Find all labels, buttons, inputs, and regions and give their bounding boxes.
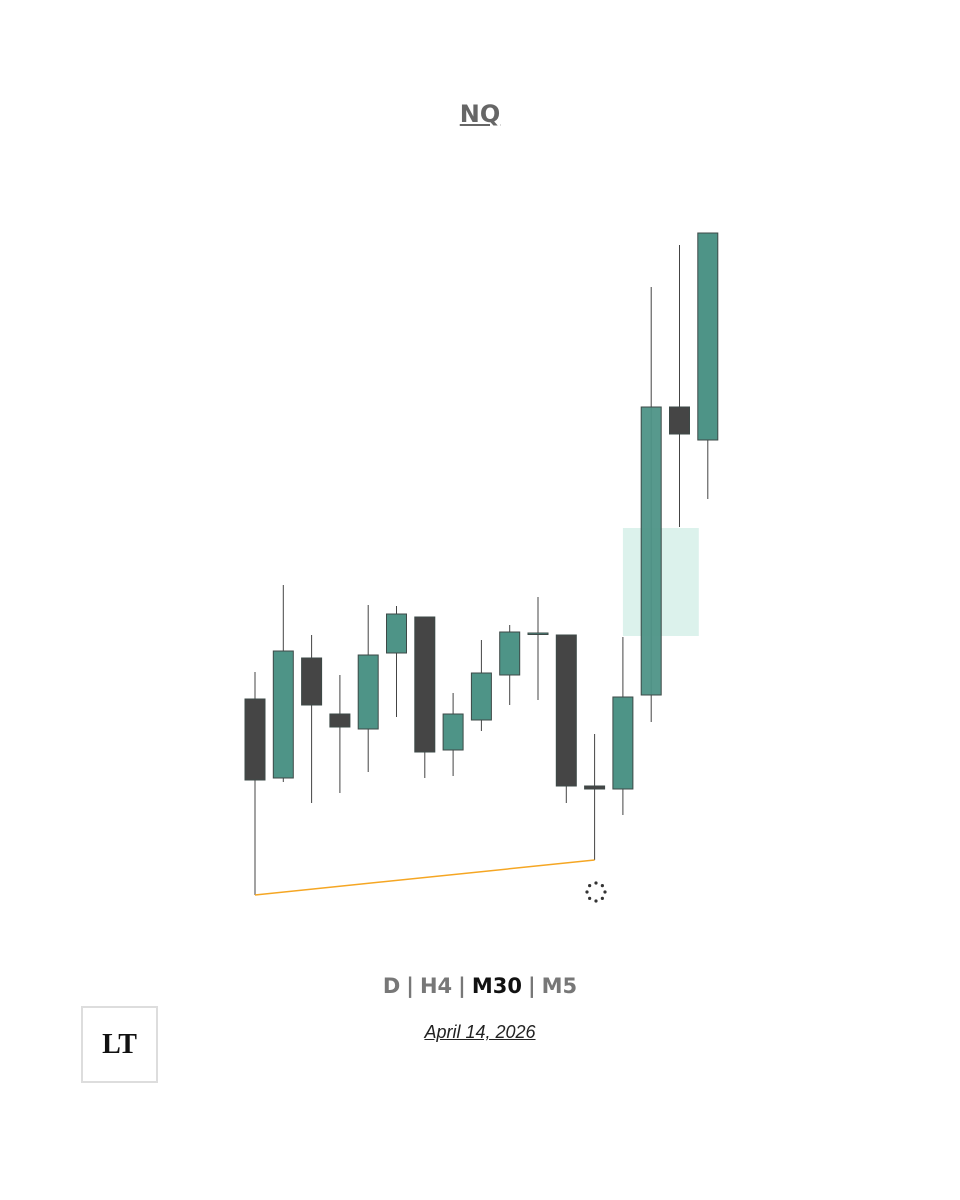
separator: | (458, 974, 466, 998)
spinner-dot (600, 884, 604, 888)
candle-body (499, 631, 521, 676)
candle-body (272, 650, 294, 779)
candle-body (555, 634, 577, 787)
timeframe[interactable]: M5 (541, 974, 578, 998)
candle-body (244, 698, 266, 781)
candle-body (697, 232, 719, 441)
spinner-dot (585, 890, 589, 894)
candle-body (640, 406, 662, 696)
chart-title: NQ (459, 100, 501, 128)
spinner-dot (603, 890, 607, 894)
candle-body (612, 696, 634, 790)
candle-body (584, 785, 606, 790)
spinner-dot (594, 899, 598, 903)
candle-body (414, 616, 436, 753)
candle-body (527, 632, 549, 635)
candle-body (301, 657, 323, 706)
spinner-dot (588, 884, 592, 888)
logo: LT (81, 1006, 158, 1083)
candle-body (357, 654, 379, 730)
separator: | (406, 974, 414, 998)
spinner-dot (588, 896, 592, 900)
timeframe-selector: D | H4 | M30 | M5 (0, 974, 960, 998)
candle-body (470, 672, 492, 721)
timeframe[interactable]: M30 (471, 974, 522, 998)
candle-body (669, 406, 690, 435)
spinner-dot (594, 881, 598, 885)
separator: | (527, 974, 536, 998)
timeframe[interactable]: D (382, 974, 401, 998)
low-line (254, 859, 595, 896)
candle-body (442, 713, 464, 751)
date: April 14, 2026 (424, 1022, 536, 1042)
spinner-dot (600, 896, 604, 900)
candle-body (329, 713, 351, 728)
timeframe[interactable]: H4 (419, 974, 453, 998)
candle-body (386, 613, 407, 654)
